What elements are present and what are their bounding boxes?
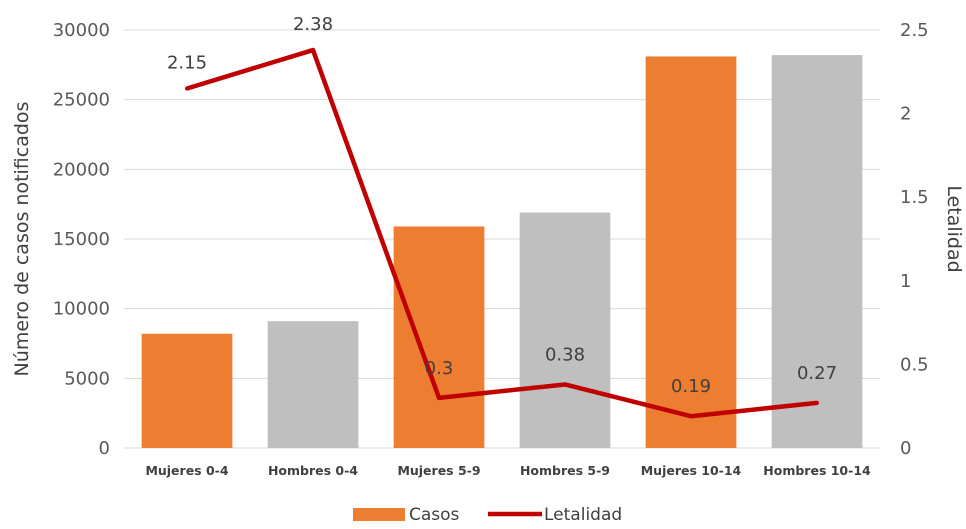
y-tick-label: 30000: [53, 20, 110, 41]
y-tick-label: 10000: [53, 299, 110, 320]
y2-tick-label: 1: [900, 271, 911, 292]
y-tick-label: 20000: [53, 159, 110, 180]
y-tick-label: 0: [99, 438, 110, 459]
line-data-label: 2.15: [167, 53, 207, 74]
line-data-label: 0.3: [425, 358, 454, 379]
line-data-label: 2.38: [293, 14, 333, 35]
line-data-label: 0.19: [671, 376, 711, 397]
line-point: [437, 395, 441, 400]
bar: [267, 321, 359, 448]
x-tick-label: Hombres 5-9: [520, 463, 610, 478]
line-point: [185, 86, 189, 91]
legend-label-casos: Casos: [409, 505, 460, 525]
x-axis-categories: Mujeres 0-4 Hombres 0-4 Mujeres 5-9 Hombres…: [145, 463, 871, 478]
letalidad-line: [186, 47, 818, 419]
y-tick-label: 15000: [53, 229, 110, 250]
x-tick-label: Hombres 10-14: [763, 463, 871, 478]
bar: [393, 226, 485, 448]
line-data-label: 0.38: [545, 344, 585, 365]
x-tick-label: Mujeres 10-14: [641, 463, 742, 478]
legend-swatch-casos: [353, 508, 405, 521]
x-tick-label: Mujeres 5-9: [397, 463, 480, 478]
bar: [141, 333, 233, 448]
y2-tick-label: 0: [900, 438, 911, 459]
bar-series-casos: [141, 55, 863, 449]
left-axis-ticks: 0 5000 10000 15000 20000 25000 30000: [53, 20, 110, 459]
gridlines: [124, 29, 880, 449]
line-point: [815, 400, 819, 405]
y2-tick-label: 0.5: [900, 354, 929, 375]
legend-label-letalidad: Letalidad: [544, 505, 622, 525]
bar: [771, 55, 863, 448]
y2-tick-label: 1.5: [900, 187, 929, 208]
line-point: [311, 48, 315, 53]
line-point: [689, 414, 693, 419]
y-axis-title: Número de casos notificados: [11, 102, 33, 377]
line-series-letalidad: [185, 47, 819, 419]
y2-axis-title: Letalidad: [943, 185, 965, 272]
bar: [645, 56, 737, 449]
x-tick-label: Mujeres 0-4: [145, 463, 228, 478]
line-data-labels: 2.15 2.38 0.3 0.38 0.19 0.27: [167, 14, 837, 397]
legend: Casos Letalidad: [353, 505, 622, 525]
y-tick-label: 25000: [53, 90, 110, 111]
bar: [519, 212, 611, 448]
x-tick-label: Hombres 0-4: [268, 463, 358, 478]
line-point: [563, 382, 567, 387]
y2-tick-label: 2.5: [900, 20, 929, 41]
y2-tick-label: 2: [900, 104, 911, 125]
right-axis-ticks: 0 0.5 1 1.5 2 2.5: [900, 20, 929, 459]
line-data-label: 0.27: [797, 363, 837, 384]
y-tick-label: 5000: [64, 368, 110, 389]
